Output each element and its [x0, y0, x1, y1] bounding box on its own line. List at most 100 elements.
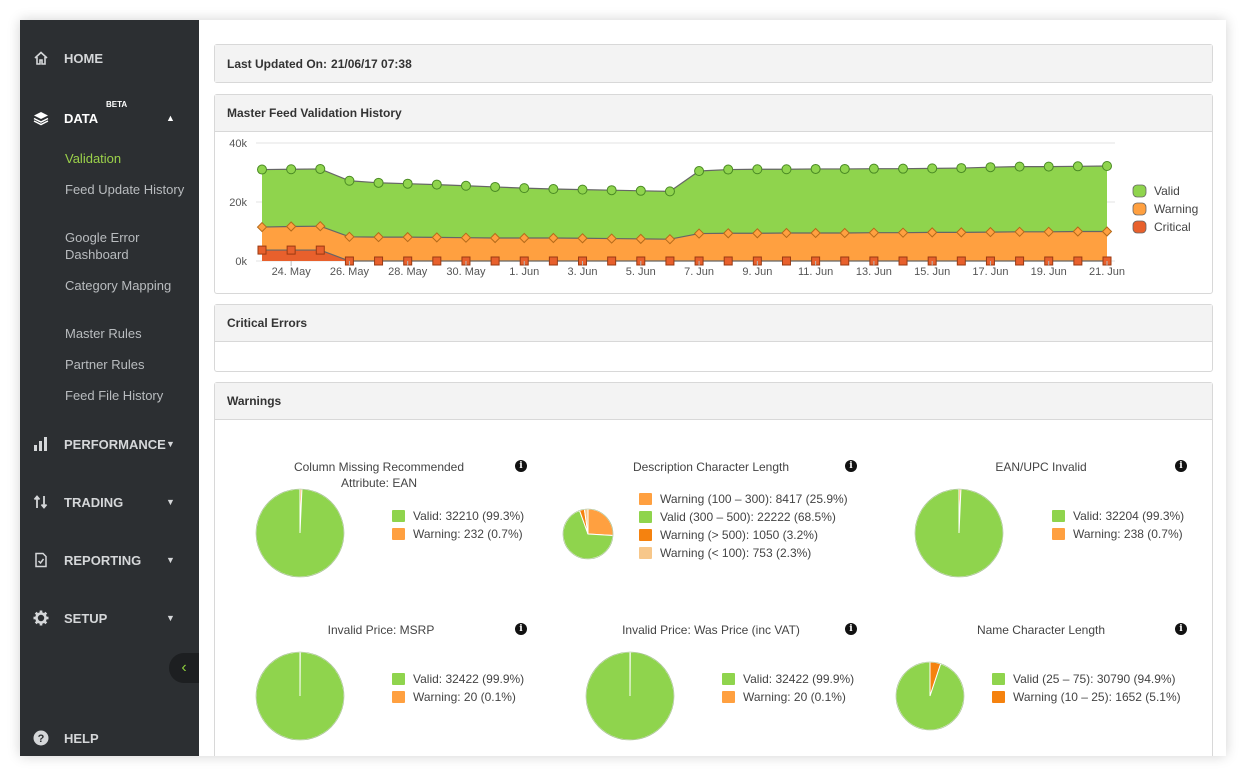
- sidebar-item-validation[interactable]: Validation: [65, 151, 122, 166]
- nav-reporting[interactable]: REPORTING ▼: [20, 546, 199, 574]
- pie-legend-item[interactable]: Warning (> 500): 1050 (3.2%): [639, 528, 818, 542]
- pie-legend-item[interactable]: Warning (10 – 25): 1652 (5.1%): [992, 690, 1181, 704]
- pie-title-invalid-msrp: Invalid Price: MSRP: [327, 623, 435, 637]
- nav-home-label: HOME: [64, 50, 103, 66]
- info-icon[interactable]: i: [845, 623, 857, 635]
- help-icon: ?: [33, 730, 49, 746]
- nav-performance[interactable]: PERFORMANCE ▼: [20, 430, 199, 458]
- point-critical: [1015, 256, 1025, 266]
- point-warning: [1043, 226, 1054, 238]
- info-icon[interactable]: i: [515, 460, 527, 472]
- x-tick-label: 24. May: [272, 266, 312, 278]
- nav-home[interactable]: HOME: [20, 44, 199, 72]
- collapse-sidebar-button[interactable]: ‹: [169, 653, 199, 683]
- point-critical: [548, 256, 558, 266]
- point-warning: [431, 232, 443, 243]
- critical-errors-header: Critical Errors: [215, 305, 1212, 342]
- x-tick-label: 30. May: [446, 266, 486, 278]
- sidebar-item-feed-update-history[interactable]: Feed Update History: [65, 182, 185, 197]
- document-check-icon: [33, 552, 49, 568]
- legend-label: Valid (300 – 500): 22222 (68.5%): [660, 510, 836, 524]
- legend-label: Warning: 20 (0.1%): [743, 690, 846, 704]
- pie-legend-item[interactable]: Valid: 32422 (99.9%): [722, 672, 854, 686]
- point-warning: [897, 227, 909, 238]
- pie-legend-item[interactable]: Warning (100 – 300): 8417 (25.9%): [639, 492, 848, 506]
- info-icon[interactable]: i: [845, 460, 857, 472]
- point-warning: [315, 220, 326, 232]
- info-icon[interactable]: i: [1175, 623, 1187, 635]
- x-tick-label: 1. Jun: [509, 266, 539, 278]
- legend-label: Valid: 32210 (99.3%): [413, 509, 525, 523]
- pie-legend-item[interactable]: Warning: 238 (0.7%): [1052, 527, 1183, 541]
- legend-label-valid: Valid: [1154, 184, 1180, 198]
- pie-legend-item[interactable]: Valid (300 – 500): 22222 (68.5%): [639, 510, 836, 524]
- nav-trading-label: TRADING: [64, 494, 124, 510]
- pie-title-name-length: Name Character Length: [976, 623, 1106, 637]
- pie-legend-item[interactable]: Valid (25 – 75): 30790 (94.9%): [992, 672, 1176, 686]
- pie-slice: [587, 508, 614, 536]
- point-warning: [722, 228, 734, 239]
- point-valid: [781, 164, 792, 175]
- critical-errors-panel: Critical Errors: [214, 304, 1213, 372]
- legend-label: Warning (< 100): 753 (2.3%): [660, 546, 812, 560]
- main-content: Last Updated On: 21/06/17 07:38 Master F…: [199, 20, 1226, 756]
- legend-label: Warning: 232 (0.7%): [413, 527, 523, 541]
- point-valid: [839, 163, 850, 174]
- sidebar-item-master-rules[interactable]: Master Rules: [65, 326, 142, 341]
- point-warning: [926, 227, 938, 238]
- pie-slice: [299, 488, 303, 534]
- point-valid: [1072, 161, 1083, 172]
- y-tick-label: 40k: [229, 138, 247, 150]
- caret-down-icon: ▼: [166, 439, 175, 449]
- pie-legend-item[interactable]: Warning: 20 (0.1%): [722, 690, 846, 704]
- nav-help[interactable]: ? HELP: [20, 724, 199, 752]
- legend-label: Valid (25 – 75): 30790 (94.9%): [1013, 672, 1176, 686]
- point-critical: [374, 256, 384, 266]
- last-updated-header: Last Updated On: 21/06/17 07:38: [215, 45, 1212, 82]
- point-valid: [810, 163, 821, 174]
- legend-swatch: [1052, 510, 1065, 522]
- sidebar-item-feed-file-history[interactable]: Feed File History: [65, 388, 164, 403]
- nav-setup[interactable]: SETUP ▼: [20, 604, 199, 632]
- sidebar-item-partner-rules[interactable]: Partner Rules: [65, 357, 145, 372]
- y-tick-label: 0k: [235, 256, 247, 268]
- x-tick-label: 19. Jun: [1031, 266, 1067, 278]
- caret-up-icon: ▲: [166, 113, 175, 123]
- pie-legend-item[interactable]: Warning: 232 (0.7%): [392, 527, 523, 541]
- legend-swatch-warning: [1132, 202, 1147, 216]
- pie-slice: [583, 508, 589, 535]
- legend-swatch: [392, 528, 405, 540]
- sidebar-item-category-mapping[interactable]: Category Mapping: [65, 278, 172, 293]
- info-icon[interactable]: i: [515, 623, 527, 635]
- point-warning: [1101, 226, 1113, 237]
- pie-legend-item[interactable]: Valid: 32204 (99.3%): [1052, 509, 1184, 523]
- pie-legend-item[interactable]: Warning (< 100): 753 (2.3%): [639, 546, 811, 560]
- history-panel: Master Feed Validation History 0k 20k 40k 2…: [214, 94, 1213, 294]
- legend-label: Valid: 32204 (99.3%): [1073, 509, 1185, 523]
- point-warning: [868, 227, 880, 238]
- pie-legend-item[interactable]: Valid: 32210 (99.3%): [392, 509, 524, 523]
- warnings-title: Warnings: [227, 394, 282, 408]
- info-icon[interactable]: i: [1175, 460, 1187, 472]
- point-warning: [693, 228, 705, 239]
- x-tick-label: 7. Jun: [684, 266, 714, 278]
- legend-label: Warning (> 500): 1050 (3.2%): [660, 528, 818, 542]
- legend-swatch: [392, 691, 405, 703]
- point-critical: [665, 256, 675, 266]
- caret-down-icon: ▼: [166, 497, 175, 507]
- pie-legend-item[interactable]: Valid: 32422 (99.9%): [392, 672, 524, 686]
- pie-slice: [578, 508, 589, 535]
- nav-data[interactable]: DATA BETA ▲: [20, 100, 199, 132]
- point-critical: [315, 245, 325, 255]
- legend-label: Warning: 20 (0.1%): [413, 690, 516, 704]
- pie-slice: [585, 651, 675, 741]
- pie-title-ean-upc-invalid: EAN/UPC Invalid: [995, 460, 1087, 474]
- nav-trading[interactable]: TRADING ▼: [20, 488, 199, 516]
- legend-swatch: [722, 673, 735, 685]
- point-valid: [694, 166, 705, 177]
- sidebar-item-google-error-dashboard[interactable]: Google Error Dashboard: [65, 230, 140, 262]
- pie-legend-item[interactable]: Warning: 20 (0.1%): [392, 690, 516, 704]
- arrows-up-down-icon: [33, 494, 49, 510]
- legend-label: Warning (100 – 300): 8417 (25.9%): [660, 492, 848, 506]
- caret-down-icon: ▼: [166, 555, 175, 565]
